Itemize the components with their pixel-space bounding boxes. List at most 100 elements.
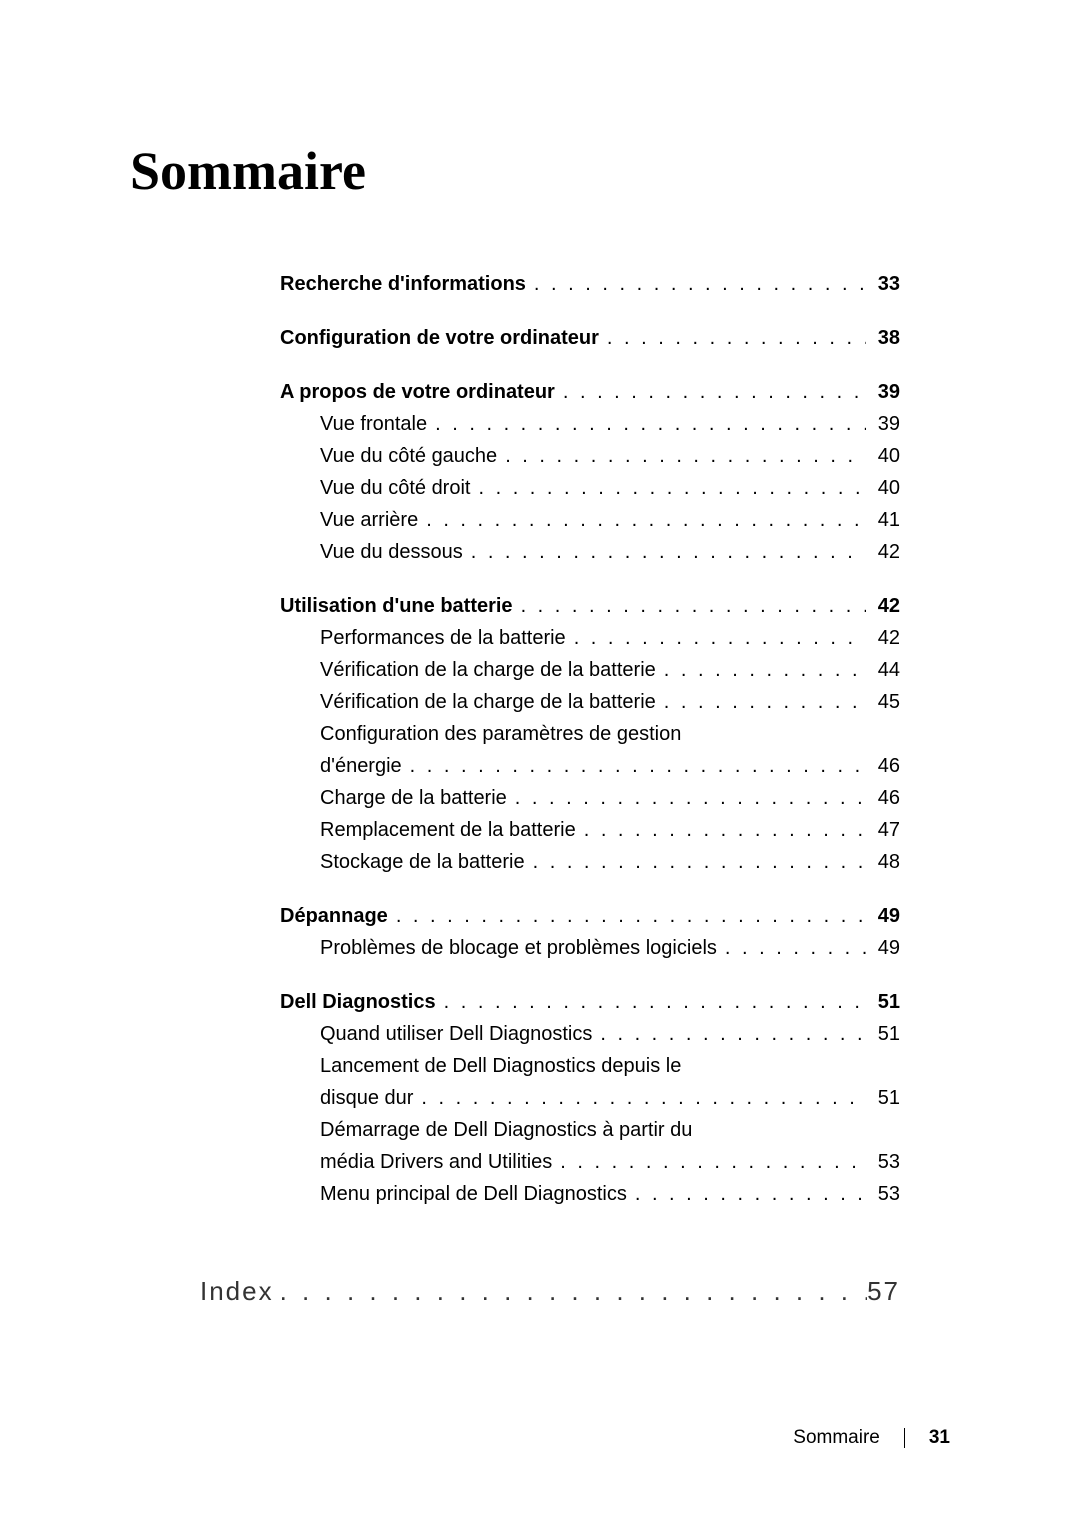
toc-page-number: 39 [866, 412, 900, 436]
toc-subitem: Stockage de la batterie 48 [280, 850, 900, 874]
toc-label: Vue du côté droit [320, 476, 470, 500]
dot-leader [576, 818, 866, 842]
toc-subitem: Vérification de la charge de la batterie… [280, 690, 900, 714]
toc-page-number: 51 [866, 1022, 900, 1046]
toc-label: Menu principal de Dell Diagnostics [320, 1182, 627, 1206]
toc-page-number: 41 [866, 508, 900, 532]
dot-leader [656, 658, 866, 682]
toc-page-number: 38 [866, 326, 900, 350]
toc-page-number: 40 [866, 476, 900, 500]
toc-section: Utilisation d'une batterie 42 [280, 594, 900, 618]
dot-leader [566, 626, 866, 650]
toc-subitem: Performances de la batterie 42 [280, 626, 900, 650]
toc-page-number: 48 [866, 850, 900, 874]
page-content: Sommaire Recherche d'informations 33 Confi… [130, 140, 950, 1307]
toc-page-number: 44 [866, 658, 900, 682]
toc-label: Vue arrière [320, 508, 418, 532]
toc-subitem: média Drivers and Utilities 53 [280, 1150, 900, 1174]
toc-label: Recherche d'informations [280, 272, 526, 296]
toc-subitem: Vue frontale 39 [280, 412, 900, 436]
toc-subitem: Configuration des paramètres de gestion [280, 722, 900, 746]
toc-page-number: 49 [866, 936, 900, 960]
toc-subitem: Quand utiliser Dell Diagnostics 51 [280, 1022, 900, 1046]
page-title: Sommaire [130, 140, 950, 202]
toc-label: Utilisation d'une batterie [280, 594, 513, 618]
toc-page-number: 39 [866, 380, 900, 404]
toc-subitem: Charge de la batterie 46 [280, 786, 900, 810]
toc-subitem: d'énergie46 [280, 754, 900, 778]
toc-label: Vue frontale [320, 412, 427, 436]
toc-page-number: 51 [866, 1086, 900, 1110]
toc-section: Recherche d'informations 33 [280, 272, 900, 296]
toc-section: Configuration de votre ordinateur 38 [280, 326, 900, 350]
toc-section: Dell Diagnostics 51 [280, 990, 900, 1014]
toc-subitem: Vue arrière 41 [280, 508, 900, 532]
toc-subitem: Vue du côté droit 40 [280, 476, 900, 500]
dot-leader [717, 936, 866, 960]
dot-leader [427, 412, 866, 436]
toc-page-number: 53 [866, 1150, 900, 1174]
toc-label: Dépannage [280, 904, 388, 928]
page-footer: Sommaire 31 [793, 1427, 950, 1449]
dot-leader [599, 326, 866, 350]
toc-label: Problèmes de blocage et problèmes logici… [320, 936, 717, 960]
dot-leader [418, 508, 866, 532]
toc-subitem: Vérification de la charge de la batterie… [280, 658, 900, 682]
toc-subitem: Lancement de Dell Diagnostics depuis le [280, 1054, 900, 1078]
toc-label: Vue du côté gauche [320, 444, 497, 468]
toc-page-number: 33 [866, 272, 900, 296]
toc-label: A propos de votre ordinateur [280, 380, 555, 404]
dot-leader [552, 1150, 866, 1174]
toc-page-number: 49 [866, 904, 900, 928]
footer-page-number: 31 [929, 1427, 950, 1449]
toc-page-number: 46 [866, 754, 900, 778]
footer-label: Sommaire [793, 1427, 880, 1449]
toc-label: Performances de la batterie [320, 626, 566, 650]
dot-leader [470, 476, 866, 500]
toc-label: Configuration de votre ordinateur [280, 326, 599, 350]
toc-label: Stockage de la batterie [320, 850, 525, 874]
toc-page-number: 47 [866, 818, 900, 842]
toc-subitem: Problèmes de blocage et problèmes logici… [280, 936, 900, 960]
dot-leader [413, 1086, 866, 1110]
toc-label: Charge de la batterie [320, 786, 507, 810]
toc-label: disque dur [320, 1086, 413, 1110]
toc-subitem: Vue du dessous42 [280, 540, 900, 564]
toc-page-number: 45 [866, 690, 900, 714]
dot-leader [656, 690, 866, 714]
dot-leader [627, 1182, 866, 1206]
dot-leader [525, 850, 866, 874]
toc-page-number: 42 [866, 594, 900, 618]
index-entry: Index 57 [200, 1276, 900, 1307]
toc-label: Dell Diagnostics [280, 990, 436, 1014]
toc-subitem: Vue du côté gauche 40 [280, 444, 900, 468]
toc-label: Quand utiliser Dell Diagnostics [320, 1022, 592, 1046]
dot-leader [463, 540, 866, 564]
dot-leader [592, 1022, 866, 1046]
toc-subitem: Démarrage de Dell Diagnostics à partir d… [280, 1118, 900, 1142]
toc-page-number: 46 [866, 786, 900, 810]
dot-leader [436, 990, 866, 1014]
toc-page-number: 40 [866, 444, 900, 468]
toc-page-number: 53 [866, 1182, 900, 1206]
dot-leader [507, 786, 866, 810]
index-page-number: 57 [867, 1276, 900, 1307]
dot-leader [402, 754, 866, 778]
toc-page-number: 51 [866, 990, 900, 1014]
footer-separator [904, 1428, 905, 1448]
dot-leader [274, 1276, 867, 1307]
dot-leader [526, 272, 866, 296]
toc-label: média Drivers and Utilities [320, 1150, 552, 1174]
toc-page-number: 42 [866, 626, 900, 650]
index-label: Index [200, 1276, 274, 1307]
toc-label: Vue du dessous [320, 540, 463, 564]
toc-label: Vérification de la charge de la batterie [320, 690, 656, 714]
toc-subitem: disque dur 51 [280, 1086, 900, 1110]
toc-section: A propos de votre ordinateur 39 [280, 380, 900, 404]
table-of-contents: Recherche d'informations 33 Configuration … [280, 272, 900, 1206]
toc-label: Démarrage de Dell Diagnostics à partir d… [320, 1118, 692, 1142]
toc-label: Vérification de la charge de la batterie [320, 658, 656, 682]
dot-leader [513, 594, 866, 618]
toc-subitem: Menu principal de Dell Diagnostics 53 [280, 1182, 900, 1206]
dot-leader [497, 444, 866, 468]
